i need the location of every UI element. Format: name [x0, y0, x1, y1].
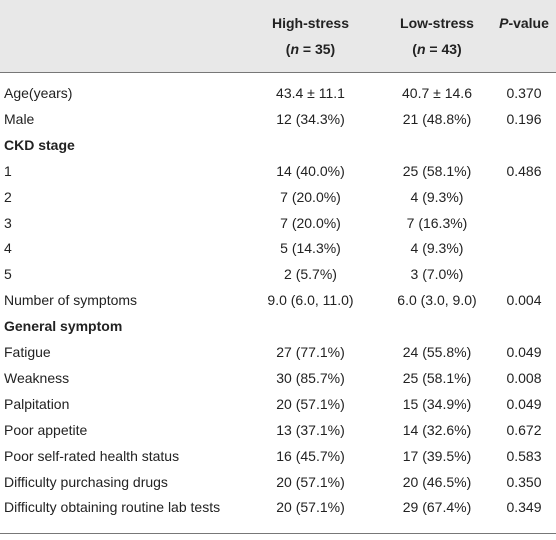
p-value-cell: 0.486: [506, 163, 542, 179]
row-label: Number of symptoms: [4, 292, 138, 308]
high-stress-cell: 7 (20.0%): [280, 189, 341, 205]
p-value-cell: 0.672: [506, 422, 542, 438]
p-value-cell: 0.196: [506, 111, 542, 127]
p-value-cell: 0.350: [506, 474, 542, 490]
p-value-cell: 0.008: [506, 370, 542, 386]
row-label: 4: [4, 240, 12, 256]
row-label: 2: [4, 189, 12, 205]
p-value-cell: 0.349: [506, 499, 542, 515]
low-stress-cell: 40.7 ± 14.6: [402, 85, 472, 101]
high-stress-cell: 20 (57.1%): [276, 474, 345, 490]
row-label: 1: [4, 163, 12, 179]
low-stress-header: Low-stress: [400, 15, 474, 31]
table-header: High-stress (n = 35) Low-stress (n = 43)…: [0, 0, 556, 72]
high-stress-cell: 13 (37.1%): [276, 422, 345, 438]
high-stress-cell: 43.4 ± 11.1: [276, 85, 345, 101]
p-value-header: P-value: [499, 15, 549, 31]
low-stress-cell: 3 (7.0%): [410, 266, 464, 282]
low-stress-cell: 24 (55.8%): [402, 344, 472, 360]
p-value-cell: 0.049: [506, 396, 542, 412]
high-stress-cell: 2 (5.7%): [284, 266, 337, 282]
low-stress-cell: 7 (16.3%): [406, 215, 468, 231]
high-stress-n: (n = 35): [285, 41, 336, 57]
high-stress-header: High-stress: [271, 15, 350, 31]
high-stress-cell: 9.0 (6.0, 11.0): [267, 292, 354, 308]
bottom-divider: [0, 533, 556, 534]
row-label: Poor self-rated health status: [4, 448, 180, 464]
row-label: Poor appetite: [4, 422, 88, 438]
high-stress-cell: 27 (77.1%): [276, 344, 345, 360]
row-label: Difficulty obtaining routine lab tests: [4, 499, 221, 515]
section-heading: General symptom: [4, 318, 123, 334]
row-label: Weakness: [4, 370, 70, 386]
row-label: 5: [4, 266, 12, 282]
row-label: Male: [4, 111, 35, 127]
low-stress-cell: 21 (48.8%): [402, 111, 472, 127]
high-stress-cell: 7 (20.0%): [280, 215, 341, 231]
high-stress-cell: 5 (14.3%): [280, 240, 341, 256]
low-stress-cell: 20 (46.5%): [402, 474, 472, 490]
low-stress-cell: 25 (58.1%): [402, 163, 472, 179]
low-stress-cell: 4 (9.3%): [410, 240, 464, 256]
high-stress-cell: 16 (45.7%): [276, 448, 345, 464]
high-stress-cell: 20 (57.1%): [276, 499, 345, 515]
row-label: Fatigue: [4, 344, 51, 360]
section-heading: CKD stage: [4, 137, 75, 153]
low-stress-cell: 15 (34.9%): [402, 396, 472, 412]
low-stress-cell: 6.0 (3.0, 9.0): [397, 292, 477, 308]
low-stress-cell: 29 (67.4%): [402, 499, 472, 515]
low-stress-cell: 25 (58.1%): [402, 370, 472, 386]
high-stress-cell: 20 (57.1%): [276, 396, 345, 412]
p-value-cell: 0.583: [506, 448, 542, 464]
p-value-cell: 0.049: [506, 344, 542, 360]
high-stress-cell: 14 (40.0%): [276, 163, 345, 179]
low-stress-n: (n = 43): [412, 41, 462, 57]
row-label: Age(years): [4, 85, 73, 101]
p-value-cell: 0.370: [506, 85, 542, 101]
low-stress-cell: 17 (39.5%): [402, 448, 472, 464]
header-divider: [0, 72, 556, 73]
high-stress-cell: 30 (85.7%): [276, 370, 345, 386]
p-value-cell: 0.004: [506, 292, 542, 308]
row-label: Difficulty purchasing drugs: [4, 474, 168, 490]
high-stress-cell: 12 (34.3%): [276, 111, 345, 127]
low-stress-cell: 14 (32.6%): [402, 422, 472, 438]
row-label: Palpitation: [4, 396, 70, 412]
low-stress-cell: 4 (9.3%): [410, 189, 464, 205]
row-label: 3: [4, 215, 12, 231]
